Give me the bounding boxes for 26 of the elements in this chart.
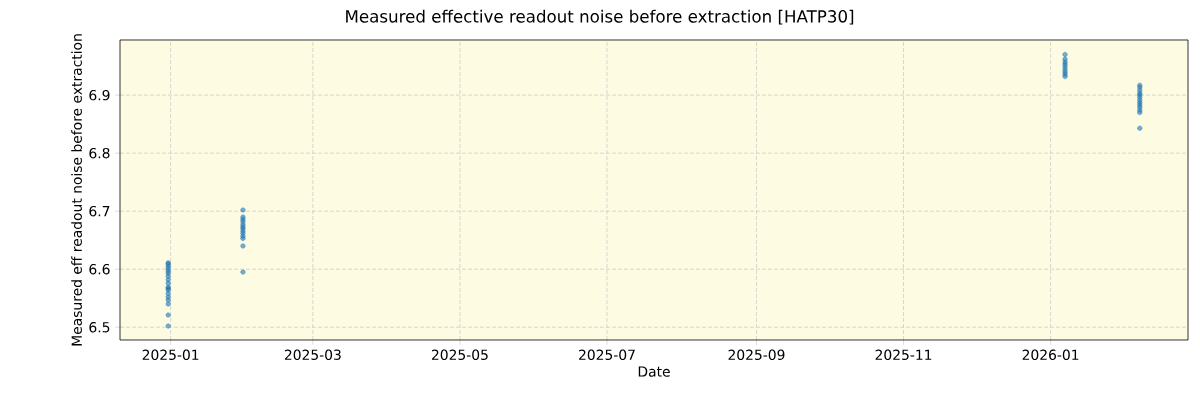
point <box>165 301 171 307</box>
x-axis-title: Date <box>638 366 670 377</box>
point <box>165 312 171 318</box>
point <box>165 280 171 286</box>
y-tick-label: 6.6 <box>89 263 110 275</box>
chart-title: Measured effective readout noise before extraction [HATP30] <box>346 9 854 25</box>
point <box>240 207 246 213</box>
x-tick-label: 2026-01 <box>1022 349 1079 360</box>
point <box>165 290 171 297</box>
point <box>1137 125 1143 131</box>
y-tick-label: 6.8 <box>89 147 110 159</box>
x-tick-label: 2025-03 <box>284 349 341 360</box>
x-tick-label: 2025-11 <box>875 349 932 360</box>
point <box>240 243 246 249</box>
point <box>165 323 171 329</box>
x-tick-label: 2025-01 <box>142 349 199 360</box>
x-tick-label: 2025-05 <box>431 349 488 360</box>
y-tick-label: 6.9 <box>89 89 110 101</box>
point <box>240 269 246 275</box>
y-tick-label: 6.7 <box>89 205 110 217</box>
point <box>165 277 171 283</box>
y-axis-title: Measured eff readout noise before extraction <box>71 34 82 346</box>
x-tick-label: 2025-09 <box>728 349 785 360</box>
y-tick-label: 6.5 <box>89 321 110 333</box>
x-tick-label: 2025-07 <box>579 349 635 360</box>
point <box>1062 51 1068 58</box>
